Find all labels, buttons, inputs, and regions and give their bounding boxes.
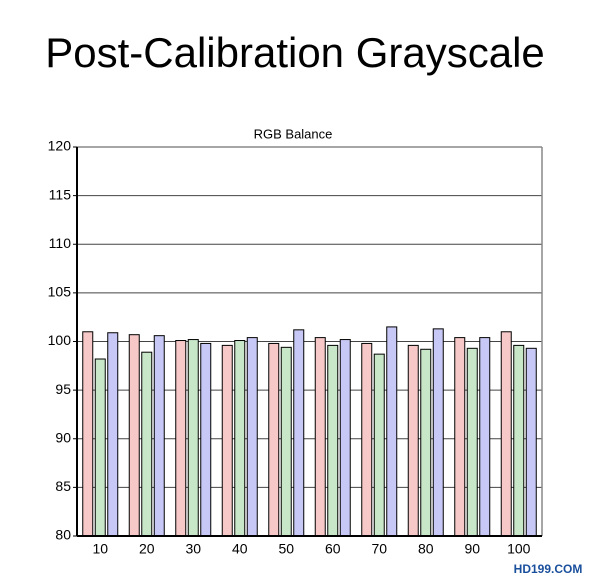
bar (94, 358, 106, 537)
x-tick-label: 60 (325, 541, 341, 557)
bar (513, 344, 525, 537)
x-tick-label: 30 (185, 541, 201, 557)
bar (525, 347, 537, 537)
y-tick-label: 80 (55, 527, 71, 543)
watermark: HD199.COM (514, 562, 583, 576)
bar (246, 337, 258, 537)
bar (466, 347, 478, 537)
bar (175, 340, 187, 537)
y-tick-label: 85 (55, 478, 71, 494)
bar (200, 342, 212, 537)
x-tick-label: 50 (278, 541, 294, 557)
chart-subtitle: RGB Balance (254, 126, 333, 141)
y-tick-label: 90 (55, 429, 71, 445)
x-tick-label: 80 (418, 541, 434, 557)
bar (82, 331, 94, 537)
plot-area: 80 85 90 95 100 105 110 115 120 10 20 30 40 50 60 70 80 9… (48, 138, 543, 557)
x-tick-label: 20 (139, 541, 155, 557)
bar (141, 351, 153, 537)
bar (153, 335, 165, 537)
y-tick-label: 95 (55, 381, 71, 397)
bar (339, 339, 351, 537)
bar (268, 342, 280, 537)
bar (454, 337, 466, 537)
bar (420, 348, 432, 537)
bar (293, 329, 305, 537)
y-tick-label: 120 (48, 138, 72, 154)
bar (432, 328, 444, 537)
bar (500, 331, 512, 537)
bar (107, 332, 119, 537)
chart-title: Post-Calibration Grayscale (45, 29, 545, 76)
x-tick-label: 40 (232, 541, 248, 557)
x-tick-label: 100 (507, 541, 531, 557)
x-tick-label: 10 (92, 541, 108, 557)
bar (373, 353, 385, 537)
y-tick-label: 110 (49, 235, 72, 251)
y-tick-label: 115 (49, 186, 72, 202)
bar (479, 337, 491, 537)
bar (314, 337, 326, 537)
bar (386, 326, 398, 537)
bar (327, 344, 339, 537)
x-tick-label: 90 (464, 541, 480, 557)
bar (187, 339, 199, 537)
bar (280, 346, 292, 537)
bar (361, 342, 373, 537)
bar (234, 340, 246, 537)
bar (221, 344, 233, 537)
bar (407, 344, 419, 537)
bar (128, 334, 140, 537)
y-tick-label: 105 (48, 284, 72, 300)
x-tick-label: 70 (371, 541, 387, 557)
y-tick-label: 100 (48, 332, 72, 348)
